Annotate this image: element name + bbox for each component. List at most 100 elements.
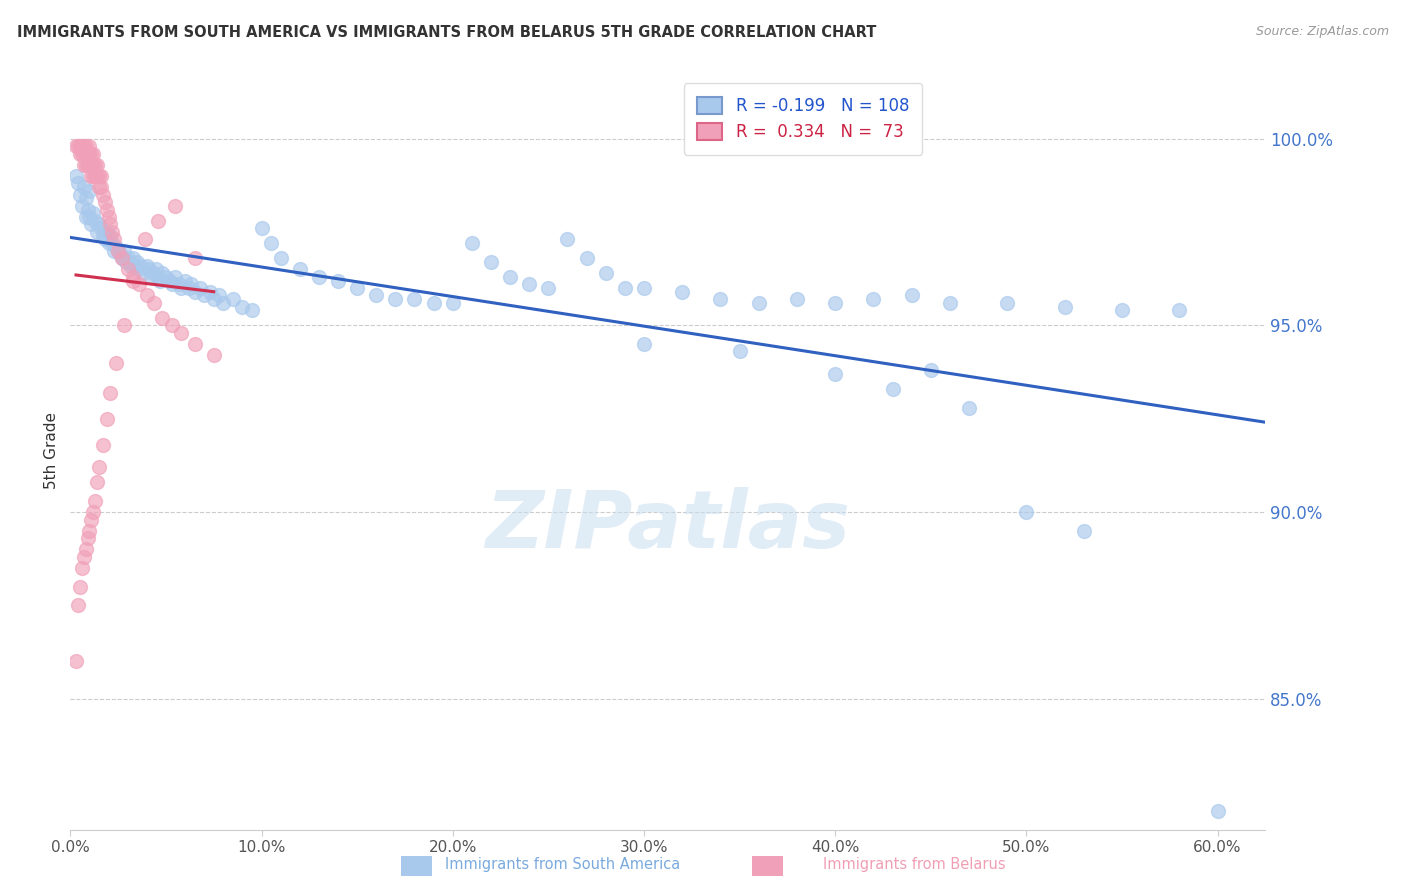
- Point: [70, 199, 93, 213]
- Point: [101, 225, 124, 239]
- Point: [65, 655, 87, 669]
- Point: [148, 269, 170, 284]
- Point: [180, 277, 202, 292]
- Point: [70, 139, 93, 153]
- Point: [633, 337, 655, 351]
- Point: [73, 158, 96, 172]
- Point: [79, 184, 101, 198]
- Point: [111, 251, 134, 265]
- Point: [231, 300, 253, 314]
- Point: [111, 251, 134, 265]
- Point: [595, 266, 617, 280]
- Point: [84, 494, 107, 508]
- Point: [87, 218, 110, 232]
- Point: [96, 202, 118, 217]
- Point: [70, 561, 93, 575]
- Point: [1073, 524, 1095, 538]
- Point: [86, 225, 108, 239]
- Point: [108, 247, 131, 261]
- Point: [84, 158, 107, 172]
- Point: [404, 292, 426, 306]
- Point: [1206, 804, 1229, 818]
- Point: [150, 310, 173, 325]
- Point: [165, 199, 187, 213]
- Point: [82, 206, 104, 220]
- Point: [198, 285, 221, 299]
- Point: [100, 218, 122, 232]
- Point: [920, 363, 942, 377]
- Point: [132, 266, 155, 280]
- Point: [97, 210, 120, 224]
- Point: [461, 236, 484, 251]
- Point: [170, 326, 193, 340]
- Point: [193, 288, 215, 302]
- Point: [159, 273, 181, 287]
- Point: [517, 277, 540, 292]
- Point: [127, 255, 149, 269]
- Point: [499, 269, 522, 284]
- Point: [90, 169, 112, 183]
- Point: [69, 187, 91, 202]
- Point: [73, 139, 96, 153]
- Point: [122, 269, 145, 284]
- Point: [212, 296, 235, 310]
- Text: Immigrants from South America: Immigrants from South America: [444, 857, 681, 872]
- Point: [900, 288, 922, 302]
- Point: [75, 191, 97, 205]
- Point: [107, 244, 129, 258]
- Point: [129, 259, 152, 273]
- Point: [65, 139, 87, 153]
- Point: [112, 318, 135, 333]
- Point: [270, 251, 292, 265]
- Point: [96, 225, 118, 239]
- Point: [117, 262, 139, 277]
- Point: [86, 158, 108, 172]
- Point: [441, 296, 464, 310]
- Point: [134, 232, 156, 246]
- Point: [149, 273, 172, 287]
- Point: [479, 255, 502, 269]
- Point: [101, 236, 124, 251]
- Point: [128, 277, 150, 292]
- Point: [84, 213, 107, 227]
- Point: [824, 367, 846, 381]
- Point: [86, 169, 108, 183]
- Point: [69, 139, 91, 153]
- Point: [613, 281, 636, 295]
- Point: [80, 158, 103, 172]
- Point: [80, 218, 103, 232]
- Text: Source: ZipAtlas.com: Source: ZipAtlas.com: [1256, 25, 1389, 38]
- Point: [121, 259, 143, 273]
- Point: [66, 139, 89, 153]
- Point: [82, 505, 104, 519]
- Point: [222, 292, 245, 306]
- Point: [288, 262, 311, 277]
- Point: [91, 187, 114, 202]
- Point: [882, 382, 904, 396]
- Point: [122, 273, 145, 287]
- Point: [93, 195, 115, 210]
- Point: [90, 221, 112, 235]
- Point: [939, 296, 962, 310]
- Point: [208, 288, 231, 302]
- Point: [1053, 300, 1076, 314]
- Point: [73, 549, 96, 564]
- Point: [105, 356, 128, 370]
- Point: [66, 599, 89, 613]
- Point: [100, 385, 122, 400]
- Point: [165, 269, 187, 284]
- Point: [160, 277, 183, 292]
- Point: [73, 180, 96, 194]
- Point: [82, 169, 104, 183]
- Point: [128, 262, 150, 277]
- Point: [96, 411, 118, 425]
- Point: [117, 251, 139, 265]
- Point: [103, 244, 125, 258]
- Point: [575, 251, 598, 265]
- Point: [79, 146, 101, 161]
- Point: [84, 169, 107, 183]
- Point: [1168, 303, 1191, 318]
- Point: [202, 292, 225, 306]
- Point: [90, 180, 112, 194]
- Point: [135, 259, 157, 273]
